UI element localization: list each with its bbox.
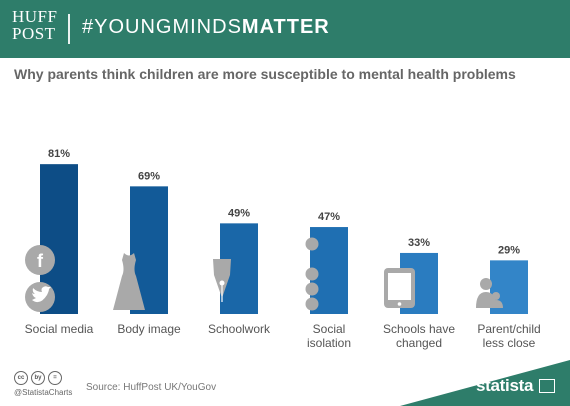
data-label: 81% — [48, 148, 70, 160]
dress-icon — [113, 253, 145, 310]
huffpost-logo: HUFF POST — [12, 8, 57, 42]
facebook-glyph: f — [37, 251, 44, 271]
chart-title: Why parents think children are more susc… — [14, 66, 516, 82]
cc-icon: cc — [14, 371, 28, 385]
data-label: 33% — [408, 237, 430, 249]
hashtag-bold: MATTER — [241, 16, 330, 38]
isolation-dot — [305, 297, 319, 311]
category-label: Social — [313, 322, 346, 336]
source-note: Source: HuffPost UK/YouGov — [86, 382, 217, 393]
category-label: Social media — [25, 322, 94, 336]
statista-handle: @StatistaCharts — [14, 388, 73, 397]
isolation-dot — [305, 267, 319, 281]
hashtag-title: #YOUNGMINDSMATTER — [82, 16, 330, 39]
no-derivatives-icon: = — [48, 371, 62, 385]
tablet-button — [397, 302, 402, 306]
data-label: 47% — [318, 211, 340, 223]
statista-logo-icon — [539, 379, 555, 393]
pen-nib-hole — [219, 280, 225, 286]
data-label: 29% — [498, 244, 520, 256]
isolation-dot — [305, 237, 319, 251]
attribution-icon: by — [31, 371, 45, 385]
pen-nib-icon — [213, 259, 231, 298]
tablet-screen — [388, 273, 411, 300]
parent-head — [480, 278, 492, 290]
brand-line1: HUFF — [12, 7, 58, 26]
category-label: changed — [396, 336, 442, 350]
hashtag-light: #YOUNGMINDS — [82, 16, 242, 38]
child-body — [489, 300, 503, 308]
category-label: less close — [483, 336, 536, 350]
header-divider — [68, 14, 70, 44]
category-label: Body image — [117, 322, 181, 336]
isolation-dot — [305, 282, 319, 296]
category-label: Parent/child — [477, 322, 540, 336]
facebook-icon — [25, 245, 55, 275]
category-label: Schools have — [383, 322, 455, 336]
category-label: isolation — [307, 336, 351, 350]
header-bar: HUFF POST #YOUNGMINDSMATTER — [0, 0, 570, 58]
statista-logo-text: statista — [476, 376, 534, 395]
bar-chart: 81% Social media f 69% Body image 49% Schoolwo… — [25, 148, 541, 350]
category-label: Schoolwork — [208, 322, 271, 336]
twitter-glyph — [32, 286, 51, 303]
data-label: 69% — [138, 170, 160, 182]
brand-line2: POST — [12, 24, 56, 43]
data-label: 49% — [228, 207, 250, 219]
child-head — [492, 292, 500, 300]
